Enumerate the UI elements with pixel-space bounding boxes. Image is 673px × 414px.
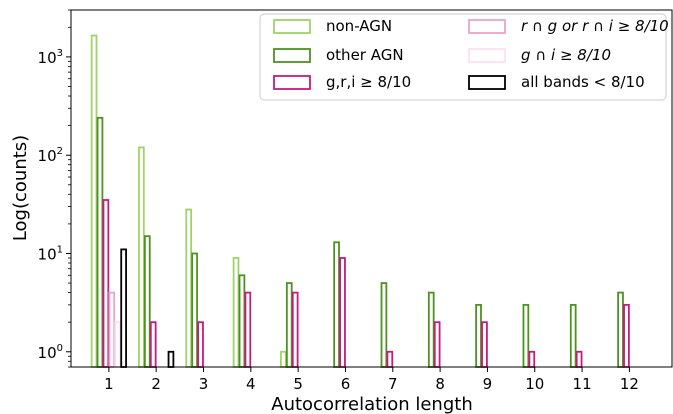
legend-swatch-2 [273,75,311,90]
bar-2-4 [244,291,252,368]
x-axis-label: Autocorrelation length [271,394,472,414]
legend: non-AGN other AGN g,r,i ≥ 8/10 r ∩ g or r ∩… [259,13,669,101]
bar-5-2 [167,350,175,368]
legend-label-2: g,r,i ≥ 8/10 [326,73,411,91]
bar-0-4 [232,257,240,368]
bar-1-8 [427,291,435,368]
bar-1-1 [96,116,104,368]
bar-3-1 [108,291,116,368]
y-tick-label-1: 101 [38,244,63,263]
bar-1-6 [333,241,340,368]
x-tick-label-2: 2 [151,375,161,393]
x-tick-label-5: 5 [293,375,303,393]
bar-1-4 [238,274,246,368]
bar-2-2 [149,321,157,368]
bar-1-9 [475,303,482,368]
legend-swatch-0 [273,19,311,34]
bar-2-8 [433,321,441,368]
bar-5-1 [120,248,127,368]
bar-2-12 [623,303,630,368]
y-tick-label-2: 102 [38,146,63,165]
bar-2-1 [102,199,110,368]
legend-label-3: r ∩ g or r ∩ i ≥ 8/10 [521,17,669,35]
bar-2-9 [481,321,488,368]
legend-label-1: other AGN [326,46,404,64]
legend-box [259,13,667,101]
x-tick-label-1: 1 [104,375,114,393]
y-axis-label: Log(counts) [10,135,31,241]
legend-label-0: non-AGN [326,17,392,35]
plot-frame [70,9,673,368]
bar-1-3 [191,252,198,368]
x-tick-label-6: 6 [341,375,351,393]
legend-swatch-1 [273,48,311,63]
x-tick-label-10: 10 [525,375,544,393]
bar-1-12 [617,291,624,368]
y-tick-label-0: 100 [38,343,63,362]
x-tick-label-12: 12 [620,375,639,393]
legend-label-4: g ∩ i ≥ 8/10 [521,46,611,64]
x-tick-label-4: 4 [246,375,256,393]
bar-1-5 [285,282,293,368]
bar-2-3 [197,321,204,368]
x-tick-label-8: 8 [435,375,445,393]
bar-0-2 [138,146,145,368]
x-tick-label-7: 7 [388,375,398,393]
legend-swatch-4 [468,48,506,63]
y-tick-label-3: 103 [38,48,63,67]
bar-2-6 [339,257,346,368]
legend-swatch-5 [468,75,506,90]
bar-2-5 [291,291,299,368]
bar-1-7 [380,282,388,368]
bar-2-7 [386,350,394,368]
bar-0-3 [185,208,193,368]
legend-swatch-3 [468,19,506,34]
bar-2-10 [528,350,536,368]
x-tick-label-9: 9 [483,375,493,393]
bar-2-11 [575,350,583,368]
bar-1-10 [522,303,530,368]
legend-label-5: all bands < 8/10 [521,73,645,91]
bar-4-1 [114,321,122,368]
bar-0-1 [90,34,98,368]
bar-1-11 [569,303,577,368]
x-tick-label-11: 11 [573,375,592,393]
x-tick-label-3: 3 [199,375,209,393]
bar-0-5 [280,350,287,368]
bar-1-2 [143,235,151,368]
